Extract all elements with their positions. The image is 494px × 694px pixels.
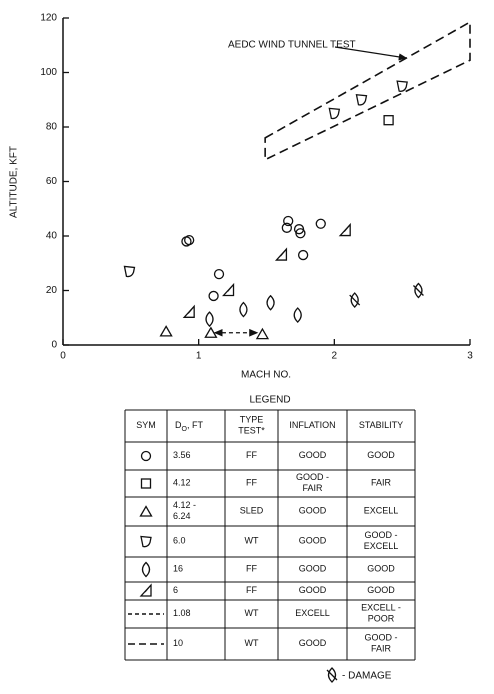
y-axis-label: ALTITUDE, KFT	[9, 146, 20, 218]
table-cell: INFLATION	[289, 420, 335, 430]
point	[204, 326, 218, 338]
point	[293, 307, 302, 323]
point	[315, 218, 326, 229]
x-tick-label: 0	[60, 351, 66, 362]
legend-symbol	[139, 583, 152, 597]
point	[293, 224, 305, 235]
y-tick-label: 0	[51, 340, 57, 351]
point	[208, 290, 219, 302]
table-cell: GOOD	[299, 564, 327, 574]
point	[295, 228, 306, 239]
header-part: , FT	[187, 420, 203, 430]
legend-symbol	[141, 561, 151, 578]
table-cell: FF	[246, 585, 257, 595]
y-tick-label: 40	[46, 231, 58, 242]
legend-symbol	[140, 450, 152, 462]
annotation-arrow	[334, 46, 408, 61]
point	[266, 294, 275, 311]
point	[412, 282, 424, 299]
point	[349, 292, 361, 308]
header-part: D	[175, 420, 182, 430]
table-cell: FF	[246, 564, 257, 574]
y-tick-label: 80	[46, 122, 58, 133]
table-cell: FF	[246, 450, 257, 460]
footnote: - DAMAGE	[342, 671, 392, 682]
point	[255, 327, 270, 340]
table-cell: 1.08	[173, 608, 191, 618]
table-cell: GOOD	[299, 536, 327, 546]
table-cell: WT	[245, 536, 259, 546]
annotation: AEDC WIND TUNNEL TEST	[228, 40, 356, 51]
table-cell: GOOD	[299, 638, 327, 648]
table-cell: GOOD -FAIR	[296, 472, 329, 493]
table-cell: SLED	[240, 506, 264, 516]
table-cell: 4.12 -6.24	[173, 500, 196, 521]
x-tick-label: 1	[196, 351, 202, 362]
point	[205, 311, 214, 328]
x-tick-label: 3	[467, 351, 473, 362]
table-cell: FAIR	[371, 478, 392, 488]
point	[328, 107, 341, 120]
point	[283, 215, 294, 227]
table-header: DO, FT	[175, 420, 203, 432]
footnote-symbol	[326, 667, 338, 683]
legend-title: LEGEND	[249, 395, 290, 406]
point	[297, 249, 309, 261]
point	[281, 222, 293, 233]
point	[159, 325, 173, 337]
test-region	[264, 20, 471, 161]
table-cell: SYM	[136, 420, 156, 430]
x-axis-label: MACH NO.	[241, 370, 291, 381]
table-cell: 6	[173, 585, 178, 595]
table-cell: GOOD	[299, 585, 327, 595]
table-cell: GOOD -EXCELL	[364, 530, 399, 551]
table-cell: 4.12	[173, 478, 191, 488]
point	[222, 282, 235, 297]
point	[383, 115, 394, 126]
point	[274, 247, 288, 261]
legend-symbol	[140, 478, 152, 489]
table-cell: 10	[173, 638, 183, 648]
point	[182, 304, 195, 318]
table-cell: GOOD	[367, 585, 395, 595]
point	[338, 222, 351, 237]
point	[396, 80, 408, 92]
header-part: O	[182, 426, 188, 433]
table-cell: GOOD	[299, 506, 327, 516]
y-tick-label: 60	[46, 176, 58, 187]
table-cell: GOOD	[299, 450, 327, 460]
table-cell: EXCELL	[364, 506, 399, 516]
table-cell: GOOD	[367, 450, 395, 460]
y-tick-label: 120	[40, 13, 57, 24]
table-cell: 3.56	[173, 450, 191, 460]
table-cell: FF	[246, 478, 257, 488]
table-cell: WT	[245, 638, 259, 648]
table-cell: STABILITY	[359, 420, 403, 430]
y-tick-label: 100	[40, 67, 57, 78]
table-cell: EXCELL	[295, 608, 330, 618]
table-cell: EXCELL -POOR	[361, 603, 401, 624]
legend-symbol	[139, 505, 153, 517]
table-cell: 6.0	[173, 536, 186, 546]
table-cell: WT	[245, 608, 259, 618]
point	[355, 94, 368, 106]
table-cell: 16	[173, 564, 183, 574]
point	[123, 265, 136, 278]
table-cell: TYPE TEST*	[238, 415, 265, 436]
x-tick-label: 2	[332, 351, 338, 362]
point	[213, 268, 225, 280]
table-cell: GOOD	[367, 564, 395, 574]
point	[184, 234, 195, 246]
y-tick-label: 20	[46, 285, 58, 296]
table-cell: GOOD -FAIR	[365, 633, 398, 654]
point	[239, 301, 248, 318]
legend-symbol	[140, 535, 152, 548]
